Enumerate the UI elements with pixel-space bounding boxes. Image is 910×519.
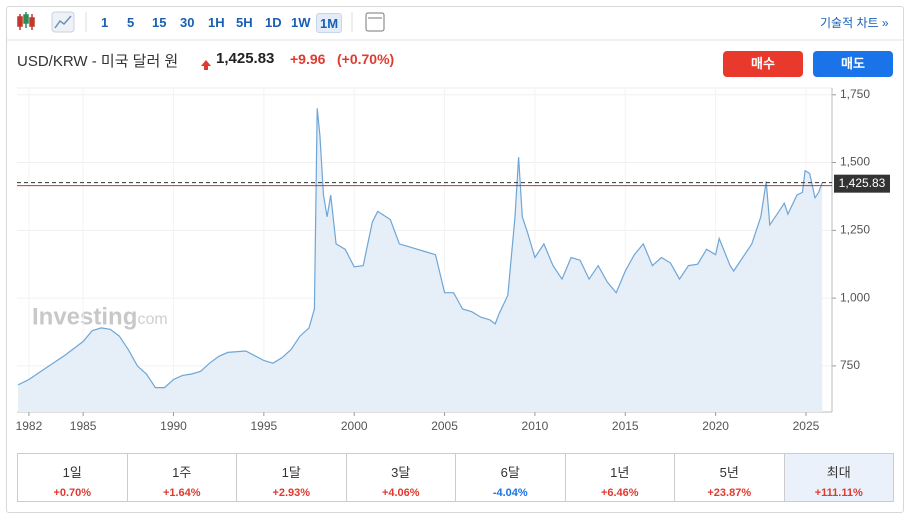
y-tick-label: 1,250 [840,223,870,237]
change-pct: (+0.70%) [337,51,395,67]
interval-button[interactable]: 5H [236,15,253,30]
interval-button[interactable]: 1H [208,15,225,30]
area-fill [18,108,823,413]
period-label: 1주 [172,465,192,480]
y-tick-label: 750 [840,358,860,372]
y-tick-label: 1,000 [840,290,870,304]
performance-cell[interactable]: 1주 +1.64% [128,454,237,501]
x-tick-label: 2010 [522,419,549,433]
x-tick-label: 2020 [702,419,729,433]
performance-table: 1일 +0.70% 1주 +1.64% 1달 +2.93% 3달 +4.06% 6달 -4.04%… [17,453,894,502]
price: 1,425.83 [216,50,275,67]
buy-button[interactable]: 매수 [723,51,803,77]
period-label: 최대 [826,465,851,480]
price-label-box [834,174,890,193]
performance-cell[interactable]: 1년 +6.46% [566,454,675,501]
calendar-icon[interactable] [365,12,385,32]
performance-cell[interactable]: 5년 +23.87% [675,454,785,501]
x-tick-label: 2005 [431,419,458,433]
watermark: Investing [32,303,137,330]
performance-cell[interactable]: 3달 +4.06% [347,454,456,501]
sell-button[interactable]: 매도 [813,51,893,77]
period-label: 3달 [391,465,411,480]
performance-cell[interactable]: 1달 +2.93% [237,454,347,501]
area-icon-line [54,15,72,29]
change: +9.96 [290,51,326,67]
price-label: 1,425.83 [839,176,886,190]
period-change: -4.04% [492,487,528,499]
y-tick-label: 1,750 [840,87,870,101]
period-change: +2.93% [272,487,311,499]
area-icon[interactable] [51,11,75,33]
period-label: 6달 [500,465,520,480]
x-tick-label: 1990 [160,419,187,433]
symbol-title: USD/KRW - 미국 달러 원 [17,53,179,70]
interval-button[interactable]: 15 [152,15,167,30]
performance-cell[interactable]: 1일 +0.70% [18,454,128,501]
x-tick-label: 1985 [70,419,97,433]
y-tick-label: 1,500 [840,155,870,169]
interval-button[interactable]: 1W [291,15,311,30]
up-arrow [201,60,211,70]
performance-cell[interactable]: 6달 -4.04% [456,454,566,501]
period-label: 1달 [281,465,301,480]
period-change: +23.87% [707,487,752,499]
x-tick-label: 2015 [612,419,639,433]
widget-frame [6,6,904,513]
period-change: +4.06% [381,487,420,499]
x-tick-label: 1982 [16,419,43,433]
period-label: 1일 [62,465,82,480]
candle-icon[interactable] [17,12,35,30]
interval-button[interactable]: 1 [101,15,109,30]
period-change: +1.64% [162,487,201,499]
price-line [17,108,823,389]
period-change: +6.46% [600,487,639,499]
x-tick-label: 2025 [793,419,820,433]
interval-button[interactable]: 1D [265,15,282,30]
interval-button[interactable]: 1M [316,13,343,33]
x-tick-label: 2000 [341,419,368,433]
technical-chart-link[interactable]: 기술적 차트 » [820,16,889,30]
interval-button[interactable]: 30 [180,15,195,30]
period-change: +111.11% [814,487,863,499]
period-label: 1년 [610,465,630,480]
watermark-suffix: .com [133,311,168,328]
performance-cell[interactable]: 최대 +111.11% [784,454,893,501]
period-label: 5년 [719,465,739,480]
x-tick-label: 1995 [250,419,277,433]
interval-button[interactable]: 5 [127,15,135,30]
period-change: +0.70% [53,487,92,499]
